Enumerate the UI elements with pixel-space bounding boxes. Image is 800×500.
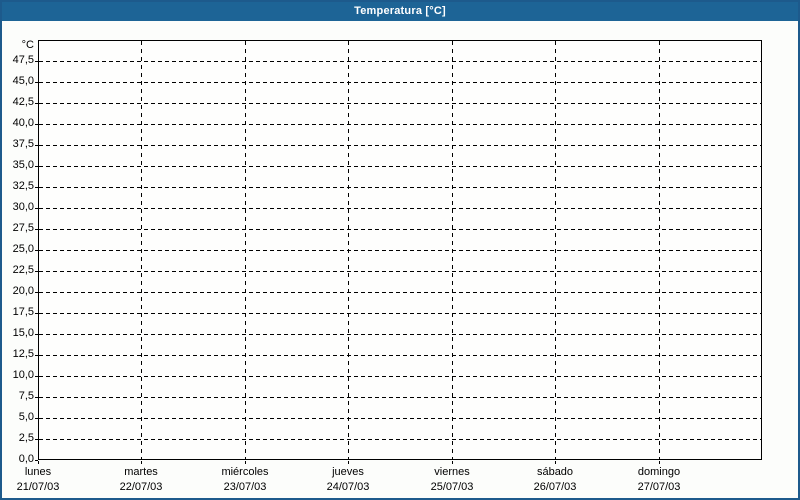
h-gridline <box>39 166 761 167</box>
y-tick <box>35 61 38 62</box>
v-gridline <box>555 41 556 459</box>
v-gridline <box>245 41 246 459</box>
y-tick-label: 17,5 <box>12 306 34 318</box>
h-gridline <box>39 271 761 272</box>
h-gridline <box>39 229 761 230</box>
x-date-label: 23/07/03 <box>223 481 267 493</box>
h-gridline <box>39 439 761 440</box>
h-gridline <box>39 397 761 398</box>
y-tick-label: 2,5 <box>18 432 34 444</box>
y-tick-label: 45,0 <box>12 75 34 87</box>
h-gridline <box>39 250 761 251</box>
h-gridline <box>39 292 761 293</box>
x-tick <box>245 461 246 464</box>
x-date-label: 25/07/03 <box>430 481 474 493</box>
h-gridline <box>39 82 761 83</box>
h-gridline <box>39 355 761 356</box>
x-date-label: 26/07/03 <box>533 481 577 493</box>
x-day-label: lunes <box>24 466 52 478</box>
y-tick-label: 35,0 <box>12 159 34 171</box>
y-tick <box>35 82 38 83</box>
h-gridline <box>39 61 761 62</box>
y-tick-label: 25,0 <box>12 243 34 255</box>
h-gridline <box>39 124 761 125</box>
y-tick <box>35 187 38 188</box>
y-tick-label: 27,5 <box>12 222 34 234</box>
x-tick <box>452 461 453 464</box>
h-gridline <box>39 334 761 335</box>
y-tick <box>35 103 38 104</box>
y-tick-label: 10,0 <box>12 369 34 381</box>
h-gridline <box>39 376 761 377</box>
x-tick <box>659 461 660 464</box>
y-tick <box>35 355 38 356</box>
v-gridline <box>141 41 142 459</box>
h-gridline <box>39 418 761 419</box>
v-gridline <box>452 41 453 459</box>
x-tick <box>141 461 142 464</box>
x-day-label: domingo <box>637 466 681 478</box>
y-tick <box>35 166 38 167</box>
y-tick-label: 5,0 <box>18 411 34 423</box>
y-tick <box>35 418 38 419</box>
y-tick-label: 0,0 <box>18 453 34 465</box>
y-tick <box>35 229 38 230</box>
x-tick <box>555 461 556 464</box>
y-tick <box>35 397 38 398</box>
y-tick-label: 40,0 <box>12 117 34 129</box>
y-tick-label: 42,5 <box>12 96 34 108</box>
y-tick <box>35 145 38 146</box>
y-tick-label: 37,5 <box>12 138 34 150</box>
h-gridline <box>39 208 761 209</box>
y-tick <box>35 271 38 272</box>
x-day-label: sábado <box>536 466 574 478</box>
y-tick-label: 32,5 <box>12 180 34 192</box>
y-axis-unit-label: °C <box>21 39 34 51</box>
y-tick <box>35 439 38 440</box>
y-tick <box>35 313 38 314</box>
y-tick-label: 22,5 <box>12 264 34 276</box>
y-tick <box>35 334 38 335</box>
y-tick <box>35 208 38 209</box>
x-day-label: viernes <box>434 466 470 478</box>
y-tick-label: 20,0 <box>12 285 34 297</box>
y-tick <box>35 124 38 125</box>
y-tick-label: 30,0 <box>12 201 34 213</box>
y-tick <box>35 292 38 293</box>
y-tick-label: 15,0 <box>12 327 34 339</box>
v-gridline <box>348 41 349 459</box>
x-day-label: miércoles <box>221 466 269 478</box>
h-gridline <box>39 313 761 314</box>
x-day-label: martes <box>124 466 158 478</box>
chart-title-bar: Temperatura [°C] <box>0 0 800 21</box>
h-gridline <box>39 187 761 188</box>
chart-title: Temperatura [°C] <box>354 4 446 17</box>
x-tick <box>38 461 39 464</box>
h-gridline <box>39 145 761 146</box>
x-date-label: 24/07/03 <box>326 481 370 493</box>
y-tick <box>35 460 38 461</box>
x-date-label: 21/07/03 <box>16 481 60 493</box>
y-tick <box>35 250 38 251</box>
x-date-label: 27/07/03 <box>637 481 681 493</box>
h-gridline <box>39 103 761 104</box>
v-gridline <box>659 41 660 459</box>
x-day-label: jueves <box>332 466 364 478</box>
y-tick-label: 47,5 <box>12 54 34 66</box>
y-tick <box>35 376 38 377</box>
y-tick-label: 12,5 <box>12 348 34 360</box>
x-date-label: 22/07/03 <box>119 481 163 493</box>
y-tick-label: 7,5 <box>18 390 34 402</box>
x-tick <box>348 461 349 464</box>
